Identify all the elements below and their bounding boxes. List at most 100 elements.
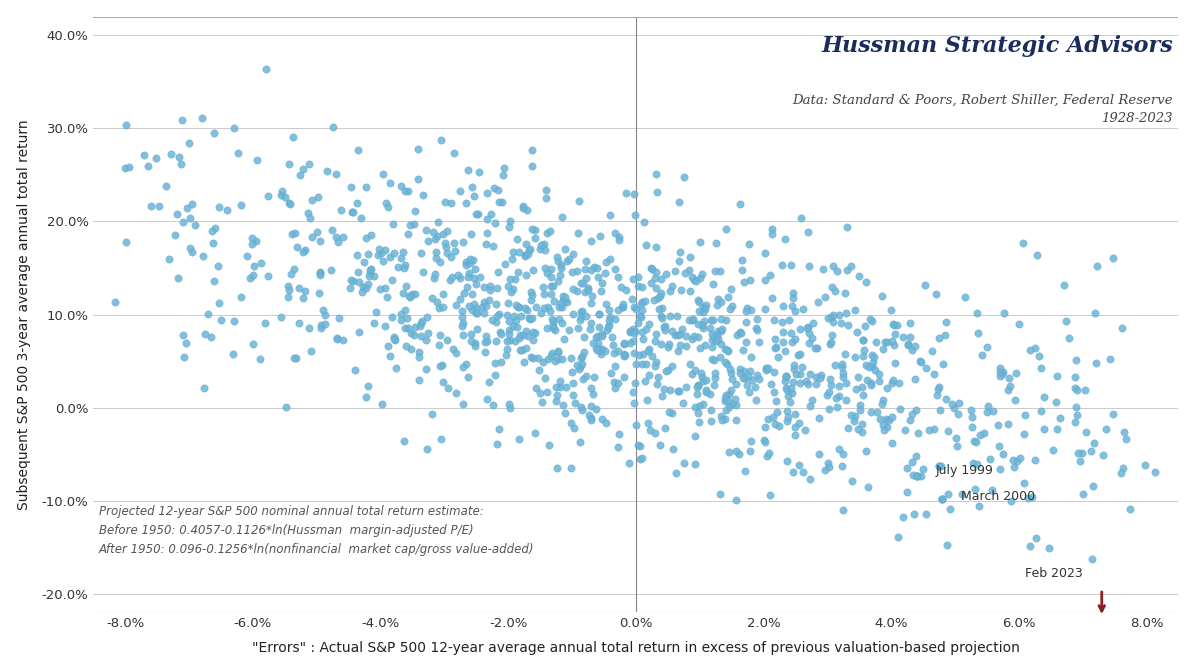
Point <box>433 229 452 240</box>
Point <box>999 373 1018 384</box>
Point <box>993 449 1012 460</box>
Point <box>908 427 927 438</box>
Point <box>727 495 746 505</box>
Point <box>853 335 872 345</box>
Point <box>519 249 538 260</box>
Point <box>508 234 527 245</box>
Point <box>822 380 841 390</box>
Point <box>465 263 484 274</box>
Point <box>795 424 814 435</box>
Point <box>690 273 709 284</box>
Point <box>411 248 430 259</box>
Point <box>688 380 707 390</box>
Point <box>544 323 563 333</box>
Point <box>633 349 652 360</box>
Point <box>431 135 451 146</box>
Point <box>417 364 436 374</box>
Point <box>814 263 833 274</box>
Point <box>451 186 470 197</box>
Point <box>497 309 516 320</box>
Point <box>676 341 695 351</box>
Point <box>370 283 390 294</box>
Point <box>360 270 379 281</box>
Point <box>392 181 411 192</box>
Point <box>651 288 670 298</box>
Point <box>782 382 801 393</box>
Point <box>749 337 768 347</box>
Point <box>608 304 627 315</box>
Point <box>329 236 348 247</box>
Point <box>204 127 223 138</box>
Point <box>784 364 803 374</box>
Point <box>765 334 784 345</box>
Point <box>741 436 760 447</box>
Point <box>782 327 801 338</box>
Point <box>443 344 462 355</box>
Point <box>821 337 840 347</box>
Point <box>490 327 509 337</box>
Point <box>510 330 529 341</box>
Point <box>648 186 667 197</box>
Point <box>652 313 672 324</box>
Point <box>531 240 550 251</box>
Point <box>486 358 505 368</box>
Point <box>884 320 903 331</box>
Point <box>626 325 645 336</box>
Point <box>630 440 649 451</box>
Point <box>569 323 588 333</box>
Point <box>929 384 948 394</box>
Point <box>637 324 656 335</box>
Point <box>557 296 576 307</box>
Point <box>477 331 496 341</box>
Point <box>492 357 511 368</box>
Point <box>486 317 505 328</box>
Point <box>441 252 460 263</box>
Point <box>427 253 446 263</box>
Point <box>773 337 792 347</box>
Point <box>446 246 465 257</box>
Point <box>290 169 310 180</box>
Point <box>828 401 847 412</box>
Point <box>605 377 624 388</box>
Point <box>641 263 660 274</box>
Point <box>946 433 966 444</box>
Point <box>593 331 612 342</box>
Point <box>467 278 486 289</box>
Point <box>116 163 135 173</box>
Point <box>1086 308 1105 319</box>
Point <box>485 370 504 380</box>
Point <box>376 198 396 208</box>
Point <box>295 286 314 296</box>
Point <box>801 368 820 379</box>
Point <box>313 304 332 315</box>
Point <box>283 228 302 239</box>
Point <box>471 271 490 282</box>
Point <box>727 379 746 390</box>
Point <box>933 358 952 369</box>
Point <box>461 329 480 340</box>
Point <box>872 290 891 301</box>
Point <box>777 372 796 383</box>
Point <box>638 345 657 356</box>
Point <box>294 163 313 174</box>
Point <box>980 454 999 465</box>
Point <box>833 460 852 471</box>
Point <box>608 378 627 388</box>
Point <box>673 324 692 335</box>
Point <box>386 362 405 373</box>
Point <box>1021 344 1040 355</box>
Point <box>966 484 985 495</box>
Point <box>716 392 735 403</box>
Point <box>624 274 643 284</box>
Point <box>476 347 495 358</box>
Point <box>558 256 577 267</box>
Point <box>711 325 730 336</box>
Point <box>486 439 505 450</box>
Point <box>901 318 920 329</box>
Point <box>695 340 715 351</box>
Point <box>944 403 963 413</box>
Point <box>762 229 782 240</box>
Point <box>1121 504 1140 515</box>
Point <box>596 299 615 310</box>
Point <box>717 359 736 370</box>
